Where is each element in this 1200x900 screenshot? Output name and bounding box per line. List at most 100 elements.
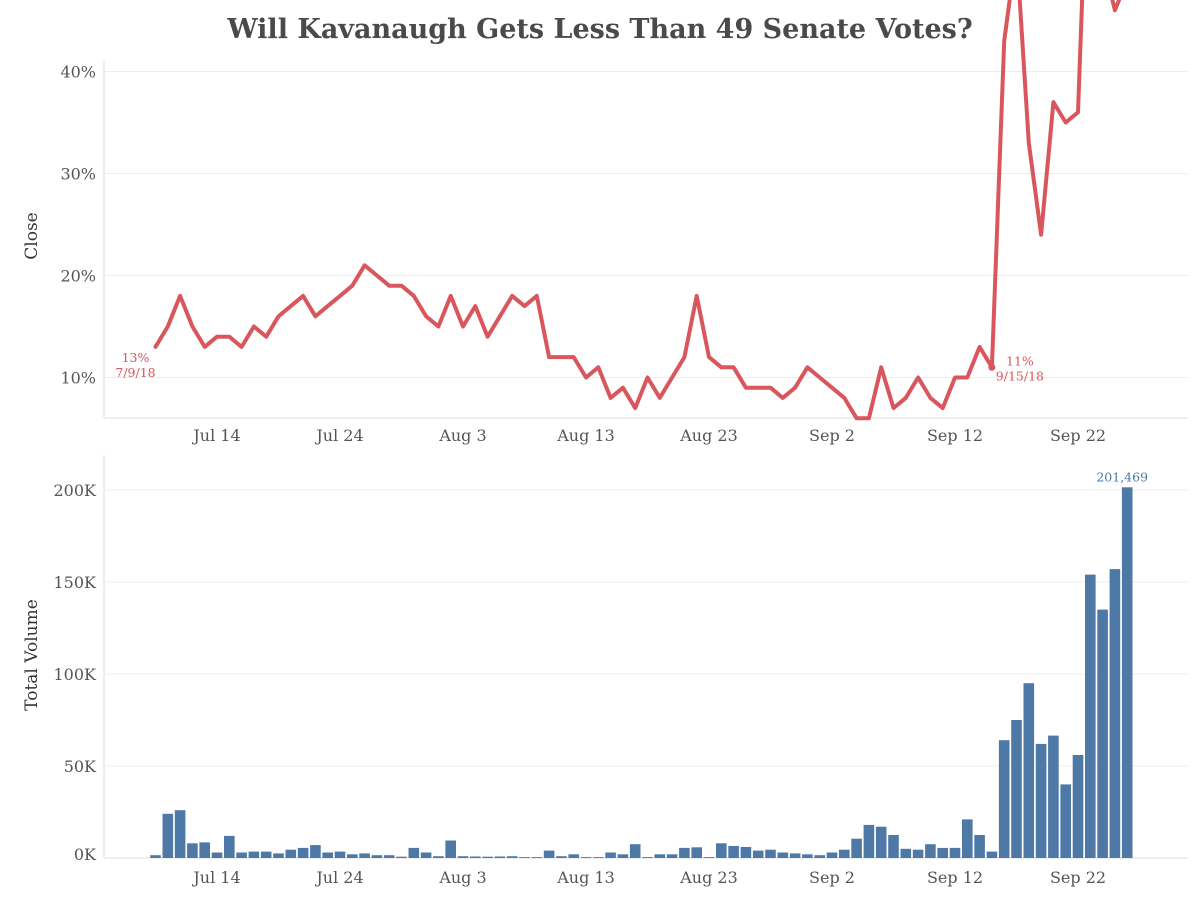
volume-bar <box>334 851 346 858</box>
volume-xtick-label: Sep 2 <box>809 868 855 887</box>
volume-xtick-label: Sep 22 <box>1050 868 1106 887</box>
volume-bar <box>371 855 383 858</box>
volume-bar <box>568 854 579 858</box>
volume-bar <box>888 835 899 858</box>
volume-bar <box>691 847 702 858</box>
volume-bar <box>1048 735 1059 858</box>
volume-ytick-label: 0K <box>74 845 97 864</box>
volume-bar <box>925 844 936 858</box>
volume-bar <box>1085 574 1096 858</box>
close-ytick-label: 10% <box>60 369 96 388</box>
volume-ytick-label: 50K <box>64 757 97 776</box>
volume-bar <box>383 855 395 858</box>
volume-bar <box>1121 487 1133 858</box>
volume-bar <box>556 856 567 858</box>
volume-bar <box>900 848 912 858</box>
volume-bar <box>211 852 223 858</box>
volume-chart: Total Volume 0K 50K 100K 150K 200K Jul 14 Jul… <box>22 455 1188 887</box>
volume-bar <box>494 856 506 858</box>
volume-ytick-label: 150K <box>54 573 98 592</box>
close-annotation-value: 11% <box>1006 353 1034 368</box>
volume-xtick-label: Jul 24 <box>314 868 363 887</box>
volume-bar <box>1097 609 1108 858</box>
volume-bar <box>580 857 592 858</box>
volume-bar <box>629 844 641 858</box>
volume-bar <box>605 852 616 858</box>
close-series-line <box>153 0 1122 421</box>
volume-bar <box>433 856 444 858</box>
volume-bar <box>359 853 370 858</box>
volume-bar <box>199 842 210 858</box>
volume-bar <box>273 853 284 858</box>
volume-bar <box>752 850 764 858</box>
volume-bar <box>482 856 493 858</box>
volume-bar <box>617 854 629 858</box>
volume-bar <box>322 852 333 858</box>
close-ytick-label: 20% <box>60 267 96 286</box>
volume-bar <box>470 856 481 858</box>
close-ytick-label: 30% <box>60 165 96 184</box>
volume-bar <box>802 854 813 858</box>
volume-bar <box>1060 784 1071 858</box>
volume-bar <box>162 813 174 858</box>
close-annotation-value: 13% <box>122 350 150 365</box>
volume-bar <box>1072 755 1084 858</box>
close-xtick-label: Aug 13 <box>556 426 615 445</box>
volume-bar <box>703 857 715 858</box>
volume-xtick-label: Sep 12 <box>927 868 983 887</box>
close-xtick-label: Jul 24 <box>314 426 363 445</box>
volume-bar <box>285 849 297 858</box>
close-ytick-label: 40% <box>60 63 96 82</box>
volume-bar <box>543 850 555 858</box>
volume-bar <box>912 849 924 858</box>
volume-bar <box>1035 743 1047 858</box>
volume-xtick-label: Aug 23 <box>679 868 738 887</box>
volume-bar <box>863 824 875 858</box>
close-xtick-label: Sep 12 <box>927 426 983 445</box>
close-annotation-date: 7/9/18 <box>115 365 155 380</box>
volume-bar <box>937 847 948 858</box>
volume-bar <box>531 857 543 858</box>
volume-bar <box>593 857 604 858</box>
volume-bar <box>457 856 469 858</box>
volume-bar <box>642 857 653 858</box>
volume-bar <box>224 835 235 858</box>
volume-bar <box>519 857 530 858</box>
volume-bar <box>445 840 456 858</box>
close-xtick-label: Jul 14 <box>191 426 240 445</box>
chart-title: Will Kavanaugh Gets Less Than 49 Senate … <box>227 14 973 45</box>
volume-bar <box>998 740 1010 858</box>
volume-bar <box>716 843 727 858</box>
volume-bar <box>506 856 518 858</box>
close-annotation-date: 9/15/18 <box>996 368 1044 383</box>
volume-bar <box>420 852 432 858</box>
volume-max-label: 201,469 <box>1096 469 1148 484</box>
volume-bar <box>814 855 825 858</box>
volume-bar <box>1023 683 1035 858</box>
volume-bar <box>1011 720 1022 858</box>
close-xtick-label: Aug 3 <box>438 426 486 445</box>
volume-bar <box>875 826 887 858</box>
volume-xtick-label: Aug 3 <box>438 868 486 887</box>
volume-bar <box>986 851 998 858</box>
volume-bar <box>666 854 678 858</box>
volume-bar <box>174 810 186 858</box>
volume-ytick-label: 100K <box>54 665 98 684</box>
volume-bar <box>839 849 850 858</box>
close-axis-title: Close <box>22 212 42 259</box>
volume-bar <box>150 855 161 858</box>
close-annotation-point <box>988 363 996 371</box>
volume-bar <box>408 847 420 858</box>
volume-bar <box>654 854 666 858</box>
volume-bar <box>851 838 862 858</box>
volume-bar <box>679 847 690 858</box>
volume-bar <box>728 846 739 858</box>
volume-bar <box>974 835 985 858</box>
volume-bar <box>347 854 358 858</box>
volume-bar <box>187 843 198 858</box>
volume-bar <box>962 819 973 858</box>
volume-bar <box>789 853 801 858</box>
volume-xtick-label: Aug 13 <box>556 868 615 887</box>
